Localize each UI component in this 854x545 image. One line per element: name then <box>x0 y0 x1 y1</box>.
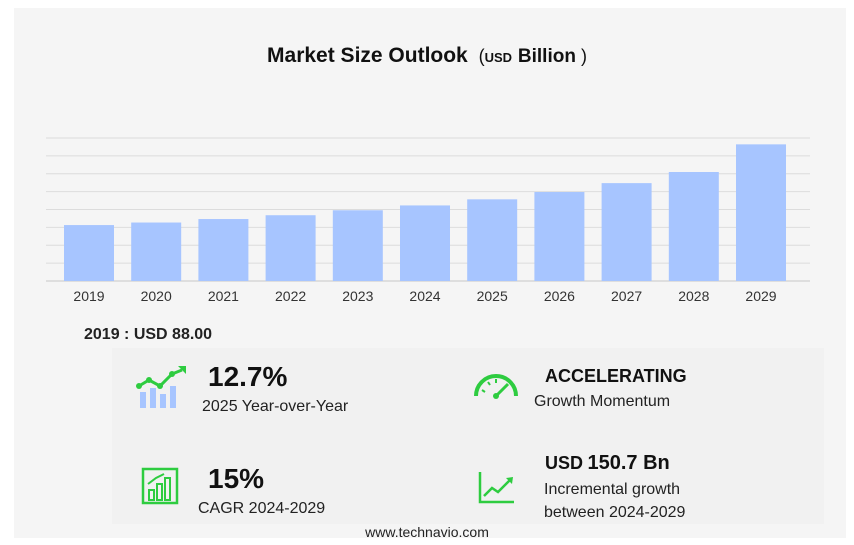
bar-growth-icon <box>141 467 179 505</box>
title-paren-close: ) <box>575 46 587 66</box>
incremental-amount: 150.7 Bn <box>587 452 670 474</box>
bar-2027 <box>601 183 652 281</box>
bar-2029 <box>736 144 786 281</box>
x-tick-label: 2025 <box>477 288 508 304</box>
base-year-value: 2019 : USD 88.00 <box>84 326 213 343</box>
bar-2020 <box>131 222 182 281</box>
x-tick-label: 2020 <box>141 288 172 304</box>
x-tick-label: 2022 <box>275 288 306 304</box>
x-tick-label: 2023 <box>342 288 373 304</box>
stats-panel <box>112 348 824 524</box>
bar-2022 <box>265 215 316 281</box>
x-tick-label: 2026 <box>544 288 575 304</box>
bar-2021 <box>198 219 249 281</box>
incremental-prefix: USD <box>545 453 584 473</box>
bar-2024 <box>400 205 450 281</box>
incremental-label-2: between 2024-2029 <box>544 504 686 521</box>
incremental-label-1: Incremental growth <box>544 481 681 498</box>
title-text: Market Size Outlook <box>267 44 468 67</box>
chart-title: Market Size Outlook (USD Billion ) <box>0 44 854 68</box>
x-tick-label: 2019 <box>73 288 104 304</box>
bar-chart: 2019 2020 2021 2022 2023 2024 2025 2026 2027 2028… <box>46 137 810 304</box>
title-paren-open: ( <box>473 46 485 66</box>
momentum-label: Growth Momentum <box>534 393 671 410</box>
incremental-value: USD 150.7 Bn <box>545 452 670 475</box>
yoy-label: 2025 Year-over-Year <box>202 398 349 415</box>
cagr-label: CAGR 2024-2029 <box>198 500 326 517</box>
x-tick-label: 2027 <box>611 288 642 304</box>
trend-line-icon <box>478 472 514 504</box>
x-tick-label: 2028 <box>678 288 709 304</box>
bar-2028 <box>668 172 719 281</box>
x-tick-label: 2021 <box>208 288 239 304</box>
x-tick-label: 2029 <box>745 288 776 304</box>
cagr-value: 15% <box>208 463 265 494</box>
momentum-value: ACCELERATING <box>545 366 687 386</box>
footer-url: www.technavio.com <box>365 524 489 540</box>
speedometer-icon <box>474 374 518 399</box>
title-unit: USD <box>484 50 513 65</box>
bar-2019 <box>64 225 114 281</box>
x-tick-label: 2024 <box>409 288 440 304</box>
bar-2026 <box>534 192 585 281</box>
bar-2025 <box>467 199 518 281</box>
bar-2023 <box>332 210 383 281</box>
yoy-value: 12.7% <box>208 361 288 392</box>
growth-chart-icon <box>136 366 186 408</box>
title-billion: Billion <box>517 46 576 67</box>
